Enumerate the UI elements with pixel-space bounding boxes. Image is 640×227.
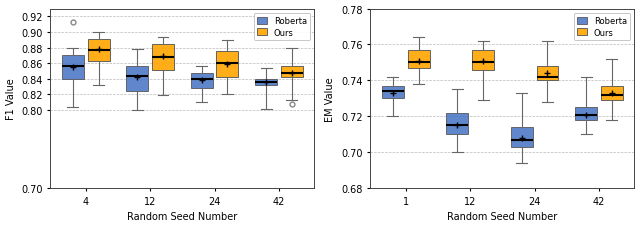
PathPatch shape bbox=[382, 86, 404, 99]
PathPatch shape bbox=[191, 73, 212, 89]
Legend: Roberta, Ours: Roberta, Ours bbox=[253, 14, 310, 41]
X-axis label: Random Seed Number: Random Seed Number bbox=[447, 212, 557, 222]
PathPatch shape bbox=[62, 56, 84, 79]
PathPatch shape bbox=[152, 44, 174, 71]
PathPatch shape bbox=[601, 86, 623, 101]
PathPatch shape bbox=[575, 108, 597, 121]
Y-axis label: F1 Value: F1 Value bbox=[6, 78, 15, 120]
PathPatch shape bbox=[88, 40, 109, 62]
PathPatch shape bbox=[126, 67, 148, 92]
Y-axis label: EM Value: EM Value bbox=[326, 77, 335, 121]
PathPatch shape bbox=[216, 52, 238, 77]
Legend: Roberta, Ours: Roberta, Ours bbox=[574, 14, 630, 41]
PathPatch shape bbox=[408, 51, 429, 69]
PathPatch shape bbox=[536, 67, 559, 81]
PathPatch shape bbox=[255, 79, 277, 86]
PathPatch shape bbox=[446, 113, 468, 135]
PathPatch shape bbox=[511, 128, 532, 147]
X-axis label: Random Seed Number: Random Seed Number bbox=[127, 212, 237, 222]
PathPatch shape bbox=[281, 66, 303, 78]
PathPatch shape bbox=[472, 51, 494, 70]
